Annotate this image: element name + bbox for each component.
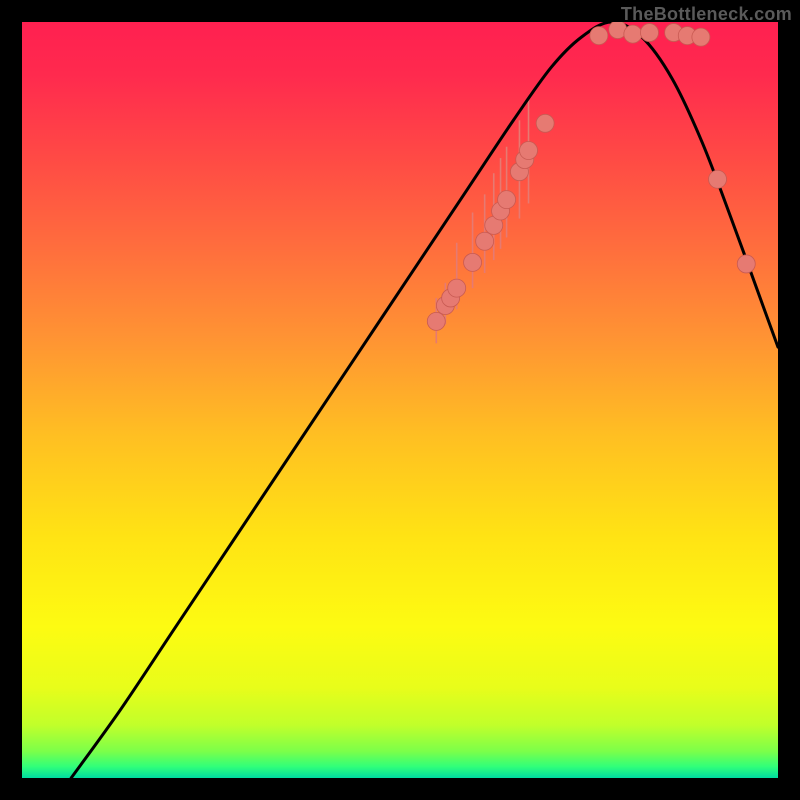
data-marker bbox=[536, 114, 554, 132]
data-marker bbox=[624, 25, 642, 43]
chart-root: TheBottleneck.com bbox=[0, 0, 800, 800]
data-marker bbox=[498, 191, 516, 209]
gradient-background bbox=[22, 22, 778, 778]
data-marker bbox=[640, 24, 658, 42]
data-marker bbox=[427, 312, 445, 330]
data-marker bbox=[590, 27, 608, 45]
data-marker bbox=[464, 253, 482, 271]
data-marker bbox=[692, 28, 710, 46]
chart-svg bbox=[22, 22, 778, 778]
data-marker bbox=[448, 279, 466, 297]
data-marker bbox=[520, 142, 538, 160]
data-marker bbox=[476, 232, 494, 250]
watermark-text: TheBottleneck.com bbox=[621, 4, 792, 25]
data-marker bbox=[737, 255, 755, 273]
data-marker bbox=[709, 170, 727, 188]
plot-area bbox=[22, 22, 778, 778]
